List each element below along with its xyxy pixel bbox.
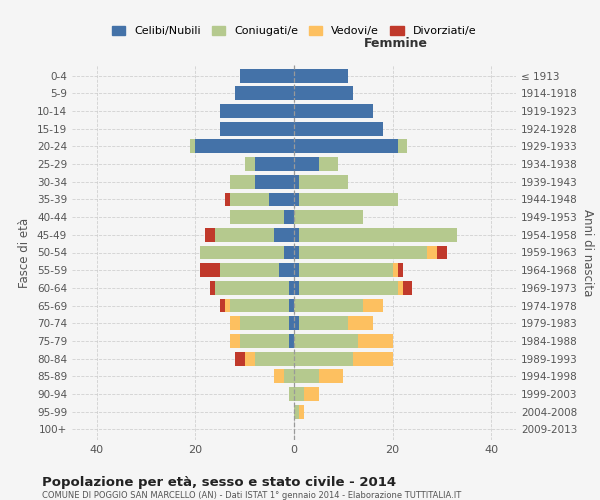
Bar (205, 228, 215, 241)
Bar (304, 387, 319, 401)
Bar (196, 140, 294, 153)
Bar (284, 370, 294, 383)
Bar (245, 352, 254, 366)
Bar (225, 192, 230, 206)
Bar (294, 246, 299, 260)
Bar (398, 140, 407, 153)
Bar (398, 281, 403, 295)
Bar (353, 352, 392, 366)
Bar (220, 298, 225, 312)
Bar (210, 281, 215, 295)
Bar (254, 175, 294, 188)
Bar (299, 405, 304, 418)
Bar (294, 264, 299, 277)
Bar (294, 370, 319, 383)
Bar (230, 192, 269, 206)
Bar (274, 370, 284, 383)
Bar (363, 298, 383, 312)
Bar (294, 86, 353, 100)
Bar (284, 246, 294, 260)
Bar (215, 228, 274, 241)
Bar (392, 264, 398, 277)
Bar (427, 246, 437, 260)
Bar (235, 86, 294, 100)
Bar (284, 210, 294, 224)
Bar (220, 122, 294, 136)
Bar (299, 192, 398, 206)
Bar (294, 175, 299, 188)
Bar (200, 246, 284, 260)
Bar (294, 68, 348, 82)
Bar (358, 334, 392, 348)
Bar (269, 192, 294, 206)
Bar (348, 316, 373, 330)
Bar (190, 140, 196, 153)
Bar (319, 370, 343, 383)
Bar (245, 157, 254, 171)
Bar (240, 316, 289, 330)
Bar (299, 246, 427, 260)
Bar (200, 264, 220, 277)
Text: COMUNE DI POGGIO SAN MARCELLO (AN) - Dati ISTAT 1° gennaio 2014 - Elaborazione T: COMUNE DI POGGIO SAN MARCELLO (AN) - Dat… (42, 491, 461, 500)
Bar (220, 264, 279, 277)
Bar (294, 334, 358, 348)
Bar (235, 352, 245, 366)
Bar (240, 68, 294, 82)
Bar (279, 264, 294, 277)
Bar (294, 298, 363, 312)
Bar (294, 157, 319, 171)
Bar (230, 175, 254, 188)
Y-axis label: Anni di nascita: Anni di nascita (581, 209, 594, 296)
Bar (437, 246, 447, 260)
Y-axis label: Fasce di età: Fasce di età (19, 218, 31, 288)
Bar (294, 281, 299, 295)
Bar (225, 298, 230, 312)
Bar (319, 157, 338, 171)
Text: Femmine: Femmine (364, 37, 428, 50)
Bar (294, 316, 299, 330)
Bar (289, 387, 294, 401)
Bar (230, 210, 284, 224)
Bar (240, 334, 289, 348)
Bar (215, 281, 289, 295)
Bar (294, 228, 299, 241)
Bar (294, 352, 353, 366)
Bar (254, 352, 294, 366)
Bar (294, 122, 383, 136)
Bar (289, 334, 294, 348)
Bar (289, 316, 294, 330)
Bar (220, 104, 294, 118)
Text: Popolazione per età, sesso e stato civile - 2014: Popolazione per età, sesso e stato civil… (42, 476, 396, 489)
Bar (294, 192, 299, 206)
Bar (294, 140, 398, 153)
Bar (289, 298, 294, 312)
Bar (254, 157, 294, 171)
Bar (403, 281, 412, 295)
Bar (230, 334, 240, 348)
Bar (294, 210, 363, 224)
Bar (294, 104, 373, 118)
Bar (299, 228, 457, 241)
Bar (289, 281, 294, 295)
Bar (299, 281, 398, 295)
Bar (294, 405, 299, 418)
Bar (299, 264, 392, 277)
Bar (230, 298, 289, 312)
Bar (398, 264, 403, 277)
Bar (274, 228, 294, 241)
Bar (299, 316, 348, 330)
Bar (299, 175, 348, 188)
Legend: Celibi/Nubili, Coniugati/e, Vedovi/e, Divorziati/e: Celibi/Nubili, Coniugati/e, Vedovi/e, Di… (112, 26, 476, 36)
Bar (294, 387, 304, 401)
Bar (230, 316, 240, 330)
